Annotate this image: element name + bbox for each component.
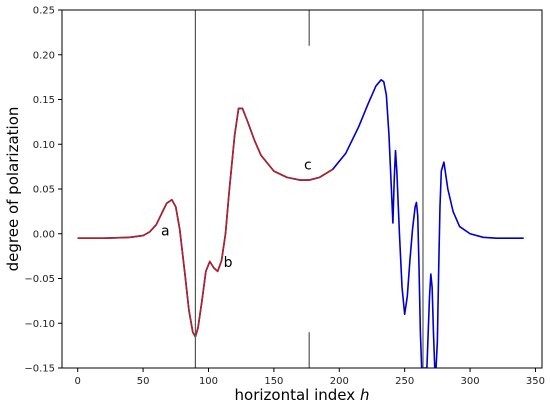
x-tick-label: 200: [330, 376, 349, 387]
x-tick-label: 50: [137, 376, 150, 387]
y-tick-label: 0.05: [33, 185, 55, 196]
x-axis-label: horizontal index h: [235, 386, 370, 404]
x-tick-label: 100: [199, 376, 218, 387]
annotation-b: b: [224, 255, 233, 271]
y-tick-label: 0.10: [33, 140, 55, 151]
y-tick-label: −0.15: [24, 364, 55, 375]
y-axis-ticks: −0.15 −0.10 −0.05 0.00 0.05 0.10 0.15 0.20 0.25: [24, 6, 62, 375]
annotations: a b c: [161, 157, 312, 271]
x-tick-label: 250: [395, 376, 414, 387]
x-tick-label: 150: [264, 376, 283, 387]
series-line-2: [77, 107, 334, 338]
y-tick-label: −0.10: [24, 319, 55, 330]
annotation-a: a: [161, 224, 170, 240]
y-tick-label: −0.05: [24, 274, 55, 285]
annotation-c: c: [304, 157, 312, 173]
x-tick-label: 0: [75, 376, 81, 387]
x-tick-label: 350: [526, 376, 545, 387]
vertical-lines: [194, 10, 424, 368]
x-axis-ticks: 0 50 100 150 200 250 300 350: [75, 368, 545, 387]
y-tick-label: 0.15: [33, 95, 55, 106]
series-line-1: [77, 79, 524, 368]
y-tick-label: 0.20: [33, 50, 55, 61]
x-tick-label: 300: [461, 376, 480, 387]
y-tick-label: 0.00: [33, 229, 55, 240]
y-tick-label: 0.25: [33, 6, 55, 17]
plot-frame: [61, 9, 543, 369]
y-axis-label: degree of polarization: [4, 107, 22, 272]
series-group: [77, 79, 524, 368]
